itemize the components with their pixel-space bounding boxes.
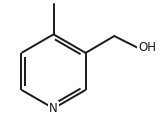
Text: OH: OH	[138, 41, 156, 54]
Text: N: N	[49, 102, 58, 115]
